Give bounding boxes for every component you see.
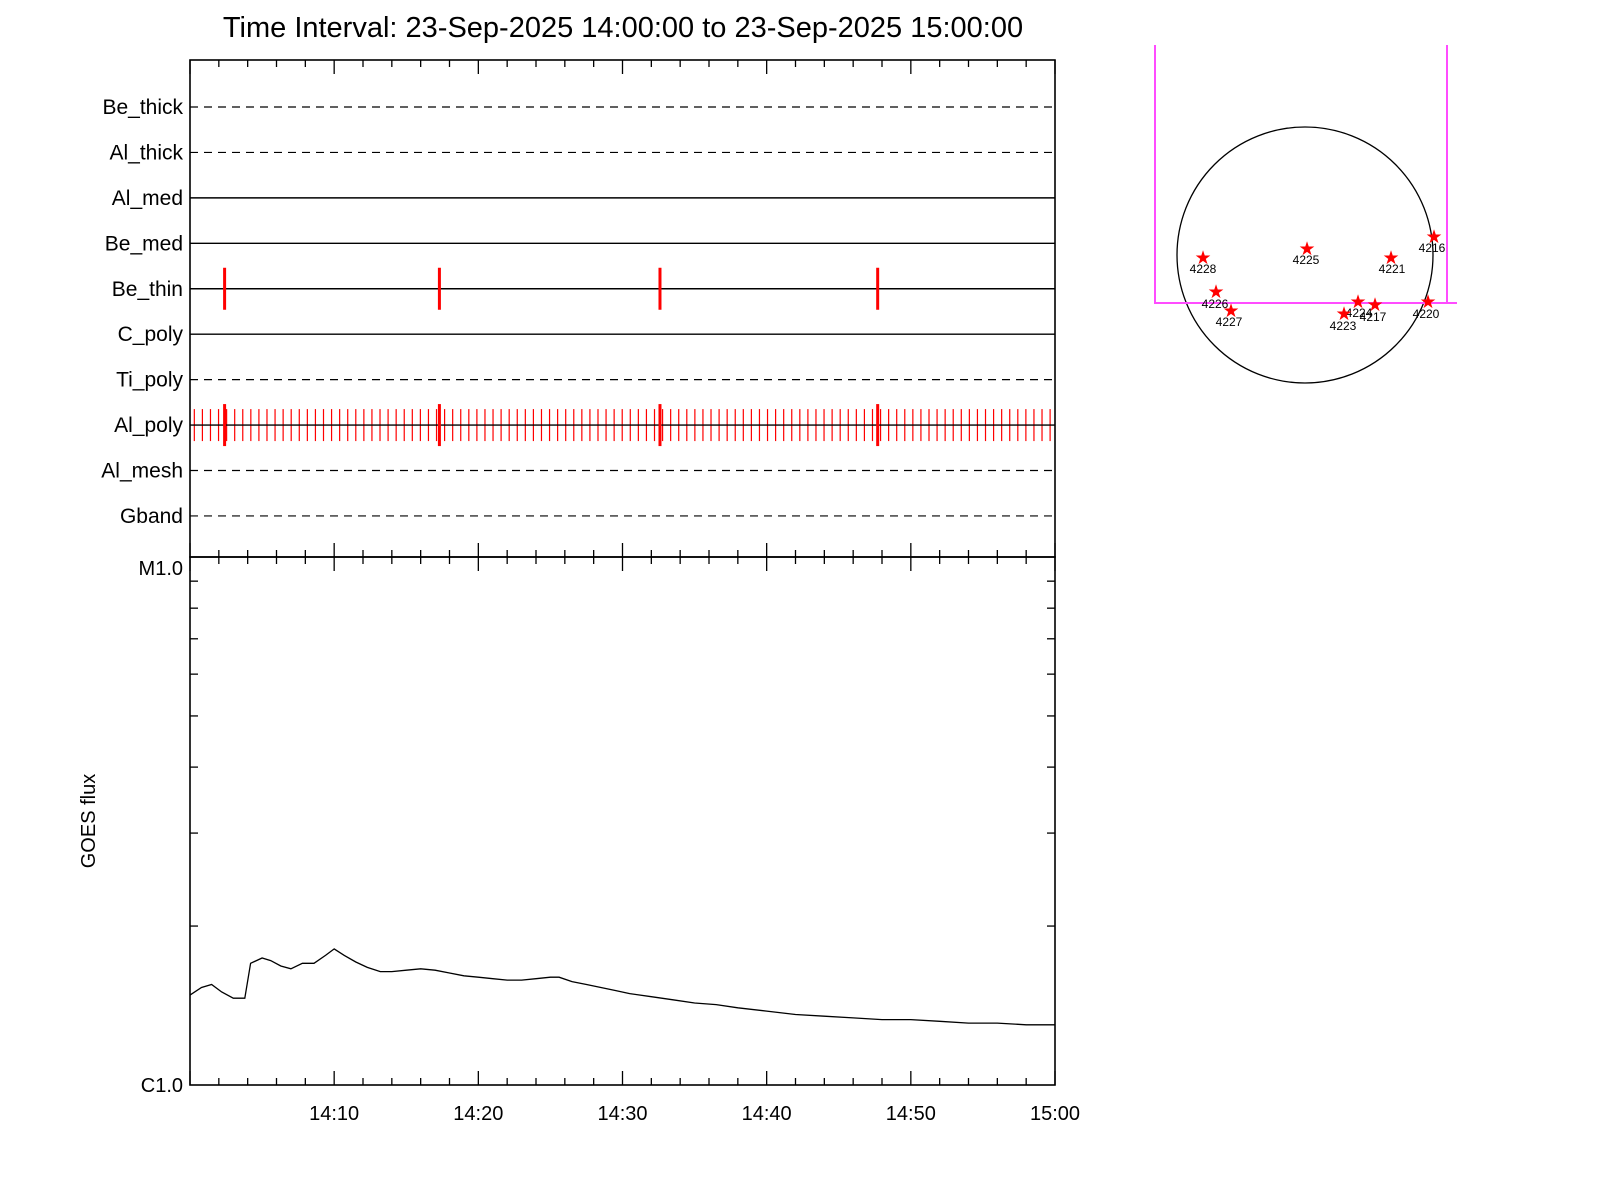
filter-row-label: Be_med [105, 232, 183, 255]
goes-xtick-label: 14:40 [742, 1103, 792, 1125]
active-region-star: ★ [1222, 301, 1239, 322]
filter-row-label: Al_med [112, 187, 183, 210]
active-region-label: 4228 [1190, 262, 1217, 276]
goes-flux-line [189, 948, 1055, 1026]
active-region-star: ★ [1366, 295, 1383, 316]
filter-row-label: Al_thick [109, 141, 183, 164]
time-interval-title: Time Interval: 23-Sep-2025 14:00:00 to 2… [222, 12, 1024, 44]
goes-ylabel: GOES flux [78, 774, 100, 868]
active-region-label: 4227 [1216, 315, 1243, 329]
active-region-star: ★ [1298, 239, 1315, 260]
goes-xtick-label: 14:30 [597, 1103, 647, 1125]
timeline-frame [189, 59, 1056, 558]
active-region-label: 4224 [1346, 306, 1373, 320]
active-region-star: ★ [1349, 292, 1366, 313]
active-region-label: 4226 [1202, 297, 1229, 311]
active-region-label: 4220 [1413, 307, 1440, 321]
filter-row-label: C_poly [118, 323, 184, 346]
filter-row-label: Be_thick [102, 96, 183, 119]
goes-xtick-label: 14:10 [309, 1103, 359, 1125]
filter-row-label: Al_poly [114, 414, 183, 437]
filter-row-label: Gband [120, 505, 183, 528]
goes-ytick-label: C1.0 [141, 1075, 183, 1097]
active-region-star: ★ [1382, 248, 1399, 269]
goes-frame [189, 556, 1056, 1086]
solar-disk [1176, 126, 1434, 384]
active-region-label: 4225 [1293, 253, 1320, 267]
active-region-label: 4216 [1419, 241, 1446, 255]
active-region-label: 4223 [1330, 319, 1357, 333]
active-region-star: ★ [1207, 282, 1224, 303]
active-region-label: 4217 [1360, 310, 1387, 324]
filter-row-label: Be_thin [112, 278, 183, 301]
fov-box [1154, 45, 1457, 304]
goes-xtick-label: 14:20 [453, 1103, 503, 1125]
filter-timeline-and-goes-chart: Be_thick Al_thick Al_med Be_med Be_thin C_pol… [78, 59, 1080, 1125]
active-region-star: ★ [1425, 227, 1442, 248]
goes-xtick-label: 15:00 [1030, 1103, 1080, 1125]
active-region-label: 4221 [1379, 262, 1406, 276]
filter-row-label: Al_mesh [101, 460, 183, 483]
solar-disk-panel: ★4228★4225 ★4221★4216★4226★4227★4224★4217… [1154, 45, 1457, 384]
active-region-star: ★ [1419, 292, 1436, 313]
goes-xtick-label: 14:50 [886, 1103, 936, 1125]
active-region-star: ★ [1194, 248, 1211, 269]
active-region-star: ★ [1335, 304, 1352, 325]
filter-row-label: Ti_poly [116, 369, 183, 392]
goes-ytick-label: M1.0 [139, 558, 183, 580]
